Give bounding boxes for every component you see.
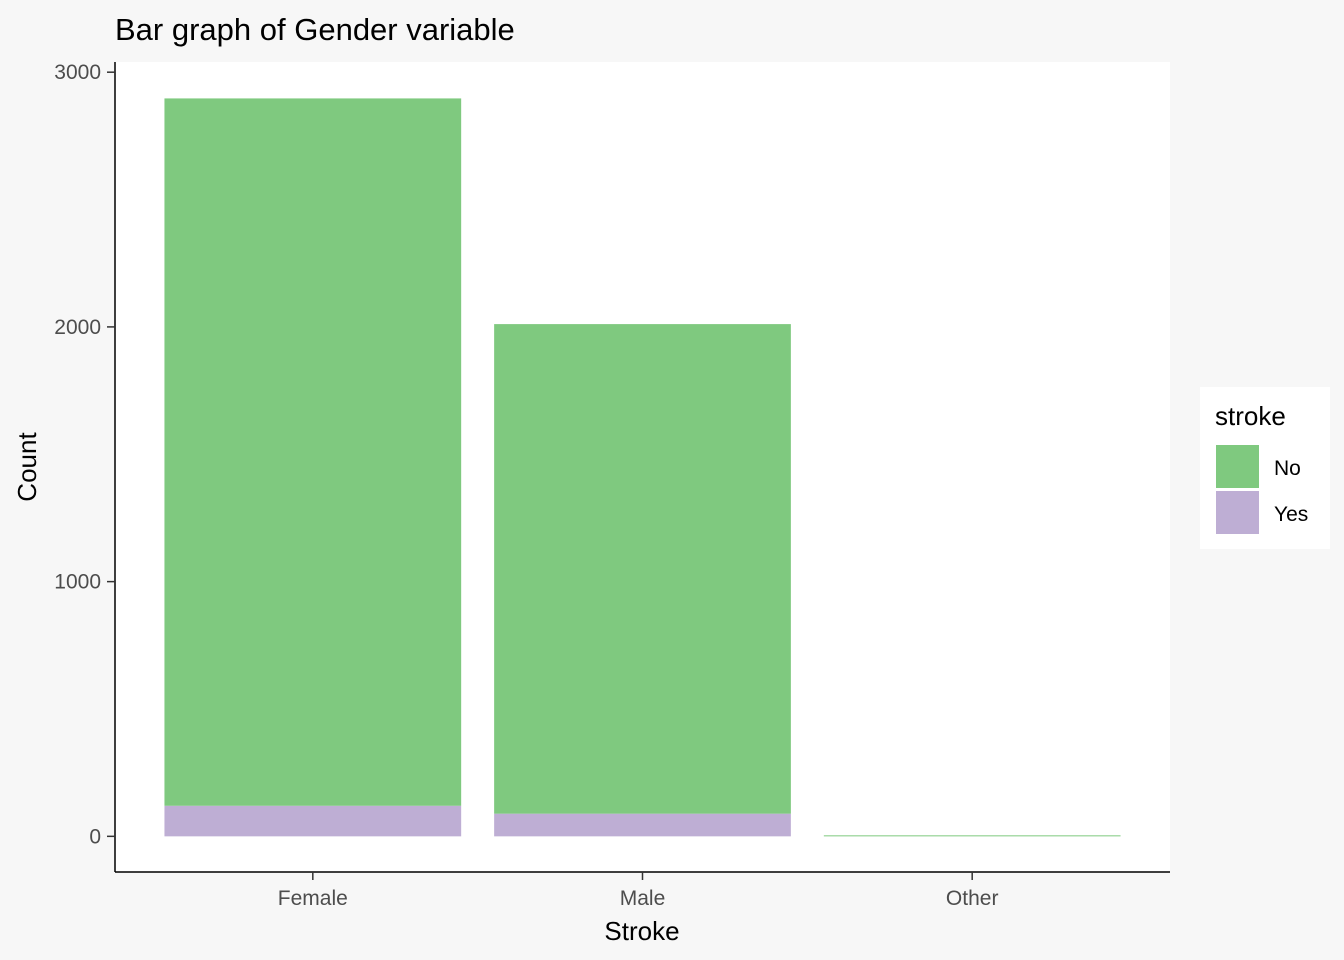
legend-key-yes	[1216, 491, 1259, 534]
x-tick-label: Female	[278, 887, 348, 910]
y-tick-label: 2000	[54, 316, 101, 339]
bar-female-yes	[164, 805, 462, 837]
legend-items: No Yes	[1216, 445, 1308, 534]
x-axis-title: Stroke	[604, 916, 679, 946]
bar-male-yes	[494, 813, 791, 837]
chart-title: Bar graph of Gender variable	[115, 12, 515, 47]
legend-label-no: No	[1274, 457, 1301, 480]
bar-male-no	[494, 324, 791, 814]
legend-label-yes: Yes	[1274, 503, 1308, 526]
bar-other-no	[823, 835, 1121, 837]
y-tick-label: 3000	[54, 61, 101, 84]
y-tick-label: 1000	[54, 571, 101, 594]
y-axis-title: Count	[12, 432, 42, 502]
x-tick-label: Male	[620, 887, 666, 910]
y-ticks: 0 1000 2000 3000	[54, 61, 115, 848]
x-ticks: Female Male Other	[278, 872, 999, 910]
bars-layer	[164, 98, 1121, 837]
legend-title: stroke	[1215, 401, 1286, 431]
x-tick-label: Other	[946, 887, 999, 910]
legend-key-no	[1216, 445, 1259, 488]
legend: stroke No Yes	[1200, 387, 1330, 549]
bar-female-no	[164, 98, 462, 806]
y-tick-label: 0	[89, 825, 101, 848]
